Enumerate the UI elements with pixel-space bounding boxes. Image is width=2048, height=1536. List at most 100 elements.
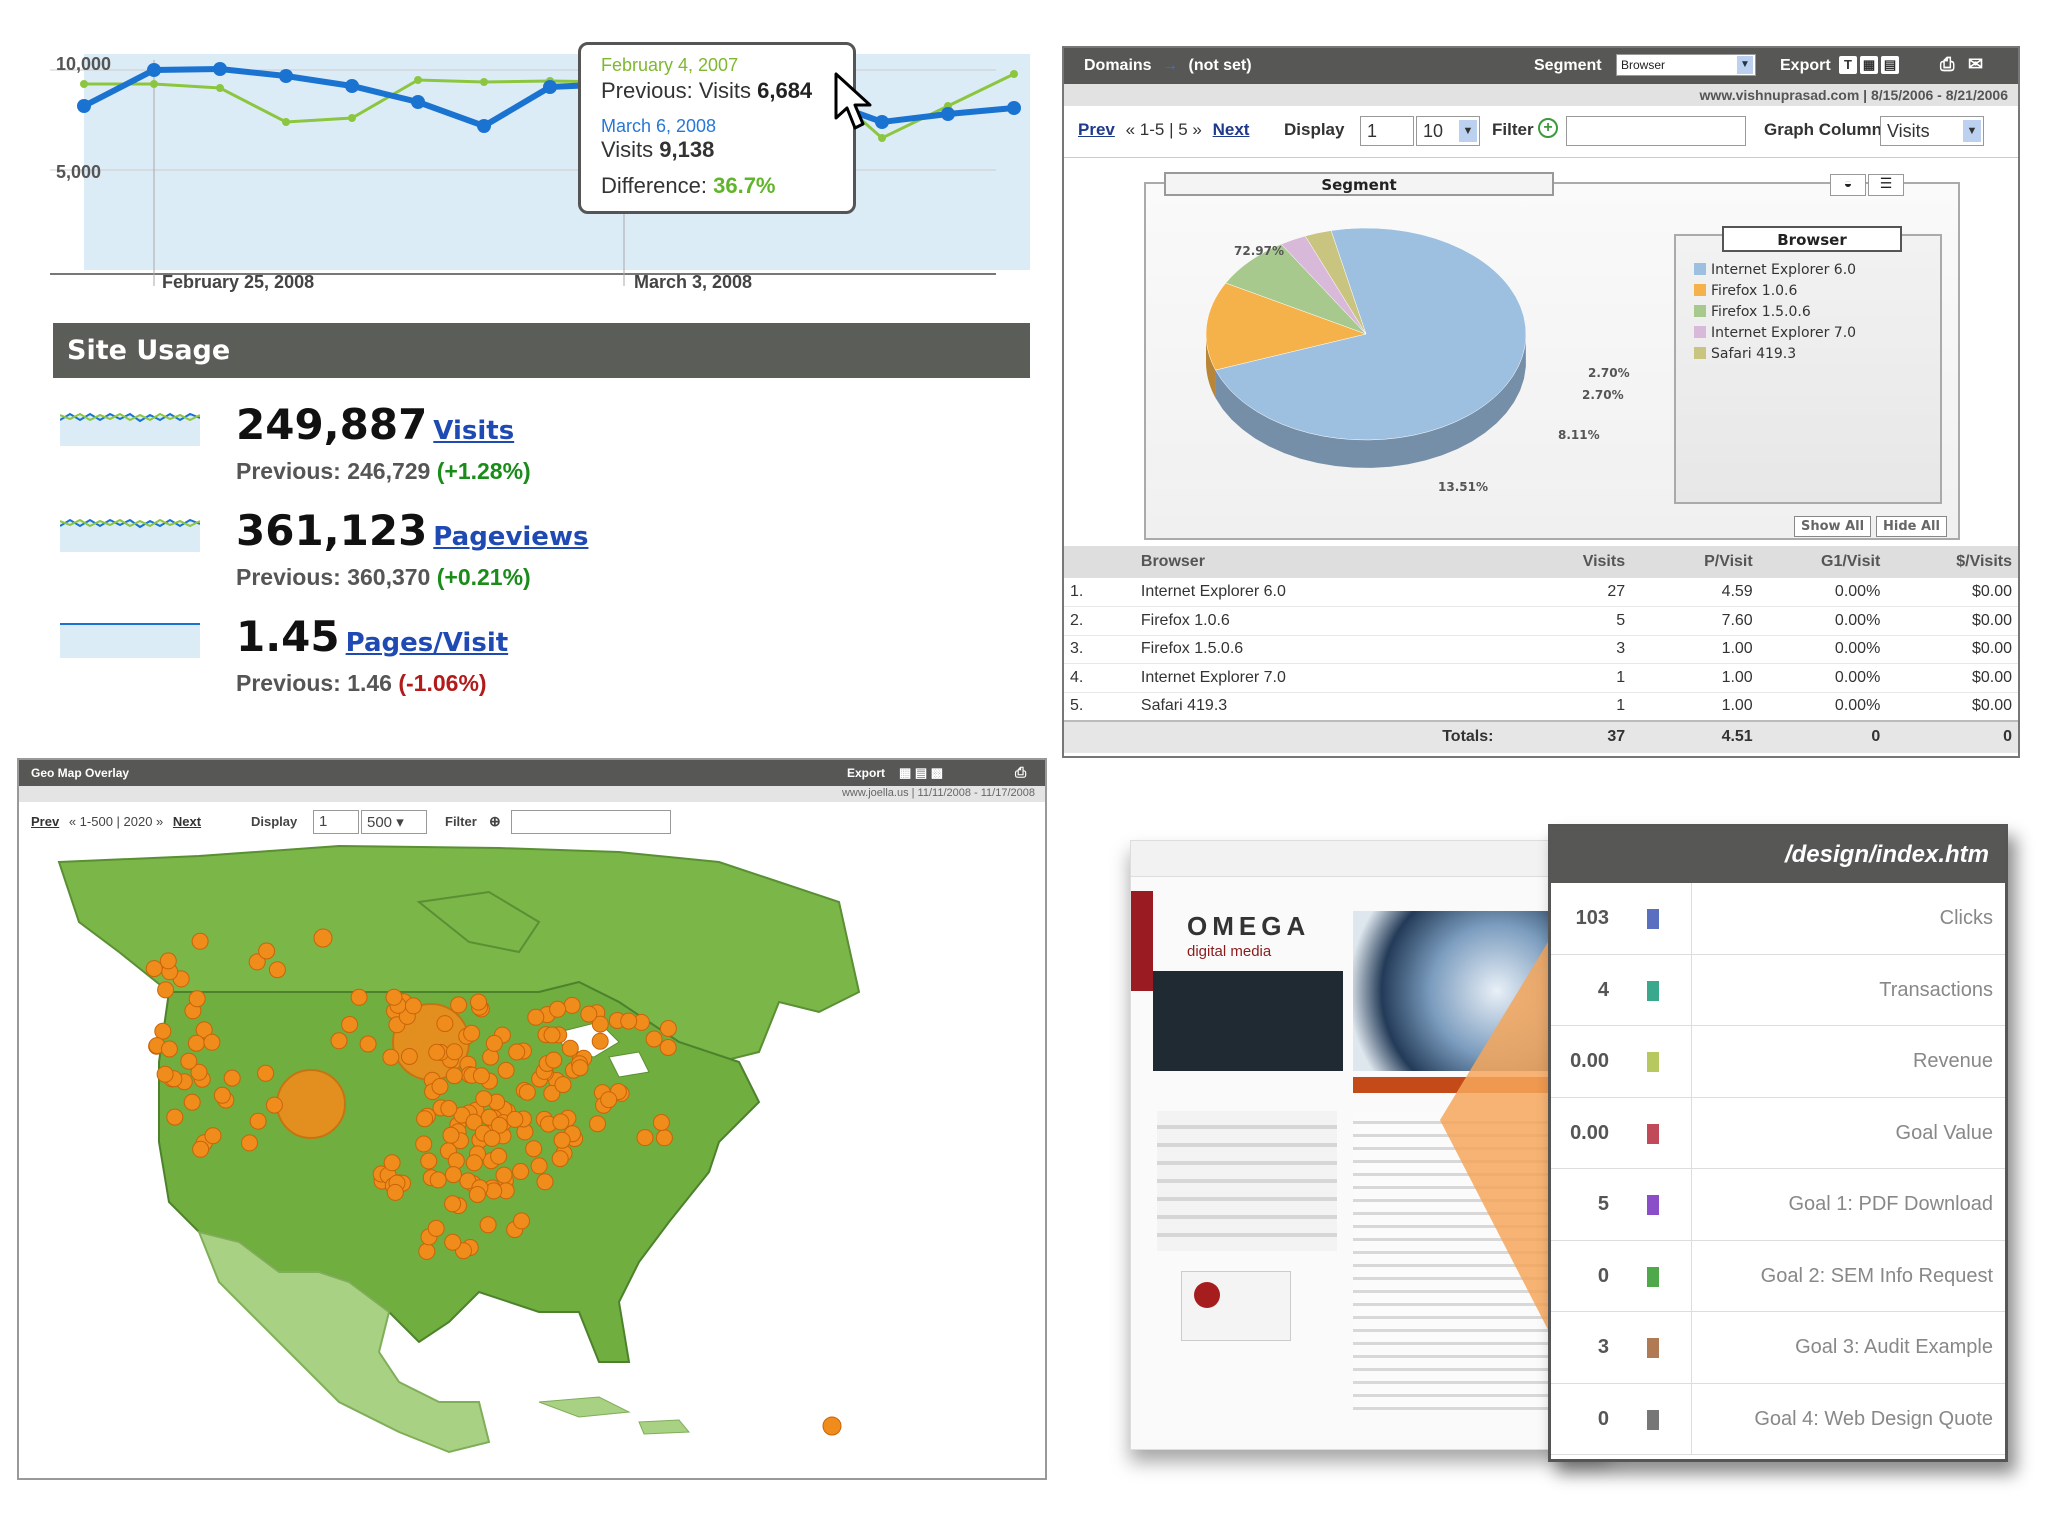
visitor-dot[interactable] [591,1015,609,1033]
dimension-label[interactable]: Domains [1084,57,1152,74]
visitor-dot[interactable] [223,1069,241,1087]
visitor-dot[interactable] [543,1084,561,1102]
next-link[interactable]: Next [1212,120,1250,139]
visitor-dot[interactable] [159,952,177,970]
visitor-dot[interactable] [145,960,163,978]
export-xml-icon[interactable]: ▦ [1860,56,1878,74]
current-point[interactable] [411,95,425,109]
legend-item-ff106[interactable]: Firefox 1.0.6 [1694,283,1797,299]
visitor-dot[interactable] [203,1033,221,1051]
visitor-dot[interactable] [440,1100,458,1117]
visitor-dot[interactable] [551,1150,569,1168]
visitor-dot[interactable] [536,1173,554,1191]
visitor-dot[interactable] [400,1048,418,1065]
visitor-dot[interactable] [506,1110,524,1128]
display-start-input[interactable]: 1 [1360,116,1414,146]
visitor-dot[interactable] [530,1157,548,1175]
visitor-dot[interactable] [655,1129,673,1147]
pie-view-icon[interactable]: ◒ [1830,174,1866,196]
visitor-dot[interactable] [157,981,175,999]
visitor-dot[interactable] [188,990,206,1008]
export-csv-icon[interactable]: ▤ [1881,56,1899,74]
pageviews-link[interactable]: Pageviews [433,522,589,552]
visitor-dot[interactable] [485,1034,503,1052]
visitor-dot[interactable] [490,1147,508,1165]
visitor-dot[interactable] [341,1016,359,1033]
visitor-dot[interactable] [258,942,276,960]
visitor-dot[interactable] [549,1000,567,1018]
table-row[interactable]: 1. Internet Explorer 6.0 27 4.59 0.00% $0.00 [1064,578,2018,607]
visitor-dot[interactable] [386,1183,404,1201]
visitor-dot[interactable] [553,1131,571,1149]
current-point[interactable] [941,107,955,121]
visitor-dot[interactable] [160,1040,178,1058]
print-icon[interactable]: ⎙ [1015,764,1027,780]
visitor-dot[interactable] [187,1034,205,1052]
visitor-dot[interactable] [404,997,422,1015]
overlay-row[interactable]: 5 Goal 1: PDF Download [1551,1169,2005,1241]
visitor-dot[interactable] [822,1416,842,1436]
current-point[interactable] [279,69,293,83]
visitor-dot[interactable] [427,1219,445,1237]
visitor-dot[interactable] [444,1166,462,1184]
col-g1visit[interactable]: G1/Visit [1758,546,1887,578]
overlay-row[interactable]: 3 Goal 3: Audit Example [1551,1312,2005,1384]
visitor-dot[interactable] [180,1052,198,1070]
visitor-dot[interactable] [589,1115,606,1133]
current-point[interactable] [543,80,557,94]
visitor-dot[interactable] [156,1065,174,1083]
visitor-dot[interactable] [154,1022,172,1040]
col-browser[interactable]: Browser [1134,546,1500,578]
current-point[interactable] [477,119,491,133]
col-visits[interactable]: Visits [1499,546,1632,578]
visitor-dot[interactable] [591,1032,609,1050]
table-row[interactable]: 4. Internet Explorer 7.0 1 1.00 0.00% $0.00 [1064,663,2018,693]
visitor-dot[interactable] [463,1024,481,1042]
pie-slice-0[interactable] [1215,227,1527,441]
export-text-icon[interactable]: T [1839,56,1857,74]
graph-column-select[interactable]: Visits ▼ [1880,116,1984,146]
visitor-dot[interactable] [350,988,368,1006]
visitor-dot[interactable] [465,1113,483,1131]
visitor-dot[interactable] [195,1021,213,1039]
visitor-dot[interactable] [580,1005,598,1023]
table-row[interactable]: 3. Firefox 1.5.0.6 3 1.00 0.00% $0.00 [1064,635,2018,664]
visitor-dot[interactable] [444,1233,462,1251]
visitor-dot[interactable] [190,1063,208,1081]
overlay-row[interactable]: 0.00 Revenue [1551,1026,2005,1098]
visitor-dot[interactable] [543,1026,561,1044]
previous-point[interactable] [348,114,356,122]
visitor-dot[interactable] [382,1048,400,1066]
visitor-dot[interactable] [470,993,487,1011]
print-icon[interactable]: ⎙ [1940,54,1955,74]
visitor-dot[interactable] [552,1113,570,1131]
previous-point[interactable] [216,84,224,92]
visitor-dot[interactable] [385,988,403,1006]
bar-view-icon[interactable]: ☰ [1868,174,1904,196]
legend-item-ie6[interactable]: Internet Explorer 6.0 [1694,262,1856,278]
add-filter-icon[interactable]: + [1538,118,1558,138]
pie-slice-4[interactable] [1304,230,1367,335]
previous-point[interactable] [480,78,488,86]
previous-point[interactable] [150,80,158,88]
visitor-dot[interactable] [183,1093,201,1111]
visitor-dot[interactable] [512,1163,530,1180]
prev-link[interactable]: Prev [1078,120,1115,139]
geo-display-start[interactable]: 1 [313,810,359,834]
visitor-dot[interactable] [447,1152,465,1170]
current-point[interactable] [1007,101,1021,115]
overlay-row[interactable]: 4 Transactions [1551,954,2005,1026]
visitor-dot[interactable] [416,1110,434,1128]
visitor-dot[interactable] [527,1008,545,1026]
visitor-dot[interactable] [204,1127,222,1145]
visitor-dot[interactable] [249,1112,267,1130]
previous-point[interactable] [414,76,422,84]
visitor-dot[interactable] [561,1039,579,1057]
visitor-dot[interactable] [359,1035,377,1053]
visitor-dot[interactable] [495,1166,513,1184]
legend-item-ie7[interactable]: Internet Explorer 7.0 [1694,325,1856,341]
visitor-dot[interactable] [563,996,581,1014]
display-count-select[interactable]: 10 ▼ [1416,116,1480,146]
overlay-row[interactable]: 103 Clicks [1551,883,2005,955]
visitor-dot[interactable] [445,1043,463,1061]
